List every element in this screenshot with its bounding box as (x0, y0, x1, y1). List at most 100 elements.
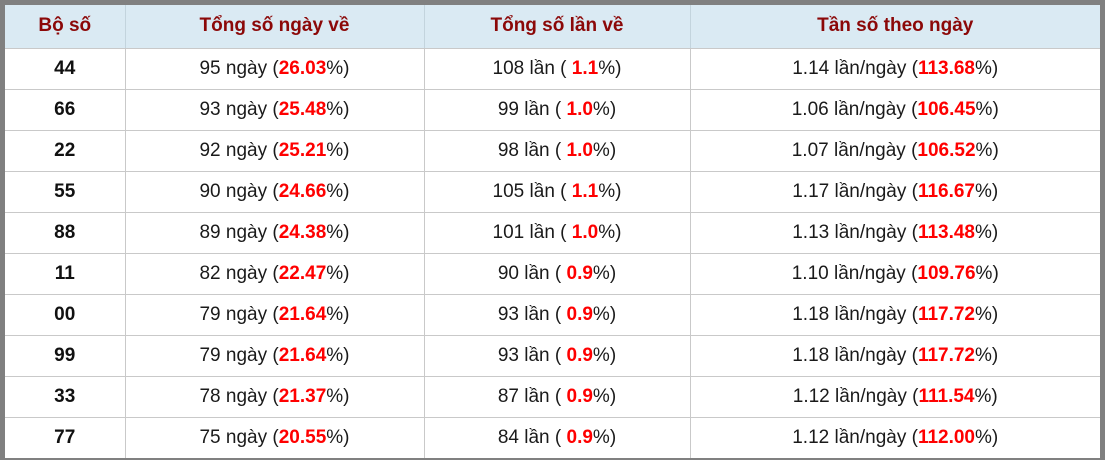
cell-tan-so-theo-ngay-value: 1.18 lần/ngày ( (792, 303, 918, 325)
cell-tong-so-lan-ve-percent: 0.9 (566, 385, 593, 407)
cell-tong-so-ngay-ve-suffix: %) (326, 426, 350, 448)
cell-tong-so-lan-ve-percent: 1.0 (571, 221, 599, 243)
cell-tong-so-ngay-ve-percent: 25.48 (278, 98, 327, 120)
cell-tong-so-ngay-ve-suffix: %) (326, 221, 350, 243)
cell-tong-so-lan-ve: 108 lần ( 1.1%) (424, 48, 691, 90)
cell-tan-so-theo-ngay-value: 1.14 lần/ngày ( (792, 57, 918, 79)
cell-tong-so-lan-ve: 87 lần ( 0.9%) (424, 376, 691, 418)
cell-tong-so-ngay-ve: 95 ngày (26.03%) (125, 48, 425, 90)
cell-tong-so-lan-ve-suffix: %) (592, 385, 617, 407)
cell-tong-so-lan-ve: 105 lần ( 1.1%) (424, 171, 691, 213)
cell-tan-so-theo-ngay-value: 1.12 lần/ngày ( (792, 385, 919, 407)
cell-tong-so-ngay-ve-value: 89 ngày ( (199, 221, 279, 243)
cell-tong-so-ngay-ve-suffix: %) (326, 344, 350, 366)
table-row[interactable]: 33 78 ngày (21.37%) 87 lần ( 0.9%) 1.12 lần… (5, 376, 1100, 418)
cell-tong-so-ngay-ve: 89 ngày (24.38%) (125, 212, 425, 254)
cell-tong-so-ngay-ve-suffix: %) (326, 98, 350, 120)
cell-tong-so-ngay-ve-value: 78 ngày ( (199, 385, 279, 407)
cell-tong-so-lan-ve-value: 87 lần ( (497, 385, 567, 407)
cell-tan-so-theo-ngay-percent: 113.68 (917, 57, 976, 79)
cell-tong-so-ngay-ve-suffix: %) (326, 180, 350, 202)
cell-tan-so-theo-ngay-value: 1.13 lần/ngày ( (792, 221, 918, 243)
table-header: Bộ số Tổng số ngày về Tổng số lần về Tần… (5, 5, 1100, 49)
cell-tan-so-theo-ngay-suffix: %) (975, 180, 999, 202)
cell-tong-so-ngay-ve-percent: 21.64 (278, 303, 327, 325)
cell-tan-so-theo-ngay-value: 1.10 lần/ngày ( (791, 262, 918, 284)
cell-tan-so-theo-ngay: 1.17 lần/ngày (116.67%) (690, 171, 1100, 213)
cell-tong-so-lan-ve-value: 84 lần ( (497, 426, 567, 448)
table-row[interactable]: 99 79 ngày (21.64%) 93 lần ( 0.9%) 1.18 lần… (5, 335, 1100, 377)
cell-tong-so-lan-ve-value: 90 lần ( (497, 262, 567, 284)
cell-bo-so: 11 (5, 253, 126, 295)
cell-tong-so-ngay-ve-percent: 24.66 (278, 180, 327, 202)
cell-tong-so-lan-ve-value: 108 lần ( (492, 57, 572, 79)
cell-tan-so-theo-ngay-percent: 112.00 (917, 426, 976, 448)
cell-tan-so-theo-ngay-percent: 113.48 (917, 221, 976, 243)
cell-tong-so-ngay-ve: 93 ngày (25.48%) (125, 89, 425, 131)
cell-tan-so-theo-ngay: 1.06 lần/ngày (106.45%) (690, 89, 1100, 131)
cell-tong-so-lan-ve-percent: 1.0 (566, 98, 593, 120)
cell-tong-so-ngay-ve-suffix: %) (326, 57, 350, 79)
cell-tan-so-theo-ngay: 1.18 lần/ngày (117.72%) (690, 294, 1100, 336)
cell-tong-so-ngay-ve-suffix: %) (326, 262, 350, 284)
cell-tong-so-lan-ve: 101 lần ( 1.0%) (424, 212, 691, 254)
cell-tong-so-ngay-ve: 79 ngày (21.64%) (125, 335, 425, 377)
cell-tong-so-lan-ve-suffix: %) (592, 344, 617, 366)
table-row[interactable]: 22 92 ngày (25.21%) 98 lần ( 1.0%) 1.07 lần… (5, 130, 1100, 172)
table-row[interactable]: 55 90 ngày (24.66%) 105 lần ( 1.1%) 1.17 lầ… (5, 171, 1100, 213)
column-header-tong-so-ngay-ve[interactable]: Tổng số ngày về (125, 5, 425, 49)
cell-tan-so-theo-ngay-percent: 109.76 (917, 262, 976, 284)
column-header-bo-so[interactable]: Bộ số (5, 5, 126, 49)
cell-tan-so-theo-ngay-percent: 106.52 (917, 139, 976, 161)
table-row[interactable]: 00 79 ngày (21.64%) 93 lần ( 0.9%) 1.18 lần… (5, 294, 1100, 336)
cell-tong-so-lan-ve-suffix: %) (592, 303, 617, 325)
cell-tong-so-lan-ve-value: 93 lần ( (497, 303, 567, 325)
cell-tong-so-ngay-ve-value: 95 ngày ( (199, 57, 279, 79)
cell-tong-so-lan-ve: 84 lần ( 0.9%) (424, 417, 691, 458)
cell-bo-so: 55 (5, 171, 126, 213)
table-row[interactable]: 66 93 ngày (25.48%) 99 lần ( 1.0%) 1.06 lần… (5, 89, 1100, 131)
cell-tong-so-ngay-ve-value: 79 ngày ( (199, 303, 279, 325)
cell-tan-so-theo-ngay-percent: 116.67 (917, 180, 976, 202)
cell-tong-so-ngay-ve: 82 ngày (22.47%) (125, 253, 425, 295)
cell-tan-so-theo-ngay-suffix: %) (975, 98, 999, 120)
cell-tan-so-theo-ngay-suffix: %) (974, 385, 998, 407)
cell-bo-so: 99 (5, 335, 126, 377)
cell-tong-so-ngay-ve-percent: 21.37 (278, 385, 327, 407)
cell-tan-so-theo-ngay-suffix: %) (975, 139, 999, 161)
cell-tong-so-ngay-ve-value: 75 ngày ( (199, 426, 279, 448)
table-row[interactable]: 44 95 ngày (26.03%) 108 lần ( 1.1%) 1.14 lầ… (5, 48, 1100, 90)
cell-tong-so-lan-ve-percent: 0.9 (566, 303, 593, 325)
cell-bo-so: 88 (5, 212, 126, 254)
column-header-tan-so-theo-ngay[interactable]: Tần số theo ngày (690, 5, 1100, 49)
cell-tong-so-lan-ve-suffix: %) (598, 57, 622, 79)
cell-tong-so-lan-ve-value: 99 lần ( (497, 98, 567, 120)
cell-bo-so: 33 (5, 376, 126, 418)
cell-tong-so-ngay-ve-value: 79 ngày ( (199, 344, 279, 366)
cell-tong-so-ngay-ve: 90 ngày (24.66%) (125, 171, 425, 213)
cell-tong-so-ngay-ve-percent: 22.47 (278, 262, 327, 284)
cell-bo-so: 77 (5, 417, 126, 458)
table-row[interactable]: 77 75 ngày (20.55%) 84 lần ( 0.9%) 1.12 lần… (5, 417, 1100, 458)
cell-tong-so-lan-ve-percent: 1.1 (571, 180, 599, 202)
cell-bo-so: 00 (5, 294, 126, 336)
cell-tan-so-theo-ngay-value: 1.07 lần/ngày ( (791, 139, 918, 161)
cell-tan-so-theo-ngay-percent: 117.72 (917, 303, 976, 325)
cell-tong-so-ngay-ve-suffix: %) (326, 139, 350, 161)
header-row: Bộ số Tổng số ngày về Tổng số lần về Tần… (5, 5, 1100, 49)
table-row[interactable]: 11 82 ngày (22.47%) 90 lần ( 0.9%) 1.10 lần… (5, 253, 1100, 295)
cell-tan-so-theo-ngay-value: 1.06 lần/ngày ( (791, 98, 918, 120)
table-row[interactable]: 88 89 ngày (24.38%) 101 lần ( 1.0%) 1.13 lầ… (5, 212, 1100, 254)
table-body: 44 95 ngày (26.03%) 108 lần ( 1.1%) 1.14 lầ… (5, 48, 1100, 458)
cell-tong-so-lan-ve-percent: 0.9 (566, 262, 593, 284)
cell-tong-so-ngay-ve-suffix: %) (326, 303, 350, 325)
cell-tong-so-ngay-ve-value: 90 ngày ( (199, 180, 279, 202)
cell-tong-so-lan-ve: 93 lần ( 0.9%) (424, 335, 691, 377)
cell-tan-so-theo-ngay-percent: 111.54 (918, 385, 975, 407)
cell-tong-so-ngay-ve-suffix: %) (326, 385, 350, 407)
cell-tan-so-theo-ngay-suffix: %) (975, 221, 999, 243)
column-header-tong-so-lan-ve[interactable]: Tổng số lần về (424, 5, 691, 49)
cell-tan-so-theo-ngay: 1.10 lần/ngày (109.76%) (690, 253, 1100, 295)
cell-tong-so-ngay-ve-value: 82 ngày ( (199, 262, 279, 284)
